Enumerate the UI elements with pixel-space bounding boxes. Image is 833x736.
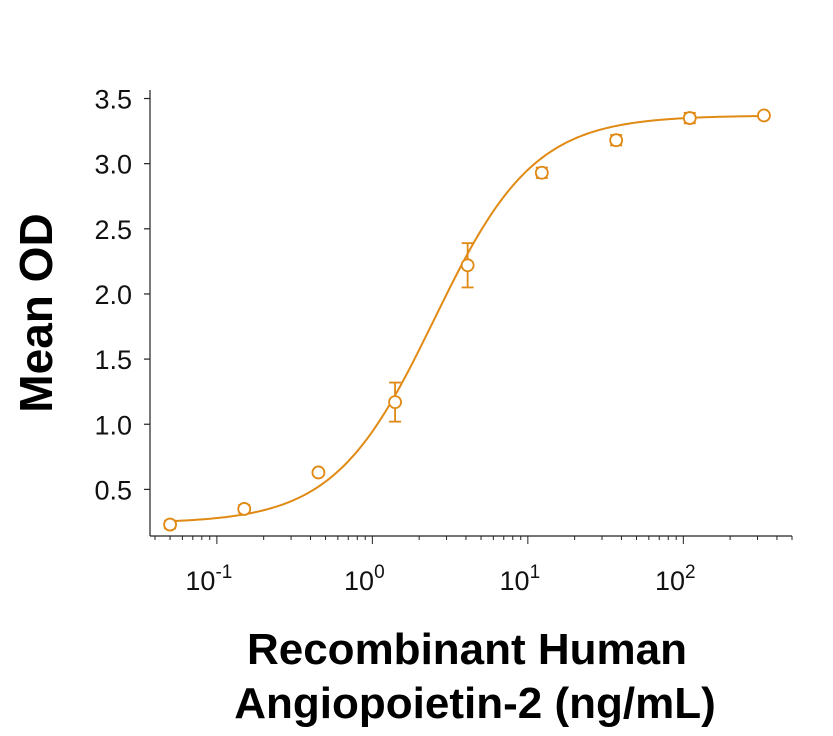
data-marker: [609, 133, 624, 148]
data-marker: [682, 111, 697, 125]
data-point: [682, 111, 697, 125]
data-point: [460, 242, 475, 289]
data-marker: [460, 258, 475, 273]
fit-curve: [170, 115, 764, 523]
fit-curve-group: [170, 115, 764, 523]
data-points: [163, 108, 771, 532]
data-marker: [163, 517, 177, 532]
y-tick-label: 0.5: [94, 475, 132, 505]
y-tick-label: 1.0: [94, 410, 132, 440]
data-marker: [388, 395, 402, 410]
y-tick-label: 3.0: [94, 150, 132, 180]
x-tick-label: 100: [344, 562, 385, 596]
y-tick-label: 1.5: [94, 345, 132, 375]
y-tick-label: 3.5: [94, 85, 132, 115]
axes: [149, 90, 792, 537]
data-point: [237, 502, 252, 516]
y-tick-label: 2.5: [94, 215, 132, 245]
data-marker: [237, 502, 252, 516]
y-ticks: 0.5 1.0 1.5 2.0 2.5 3.0 3.5: [94, 85, 150, 505]
data-point: [388, 381, 402, 423]
data-point: [534, 165, 549, 180]
data-point: [311, 465, 326, 480]
data-marker: [757, 108, 771, 123]
x-tick-label: 102: [655, 562, 696, 596]
data-marker: [534, 165, 549, 180]
data-point: [609, 133, 624, 148]
x-axis-title-line-2: Angiopoietin-2 (ng/mL): [234, 679, 715, 728]
y-axis-title: Mean OD: [10, 213, 62, 412]
x-ticks: 10-1 100 101 102: [154, 536, 793, 596]
data-point: [163, 517, 177, 532]
x-tick-label: 101: [500, 562, 541, 596]
x-axis-title-line-1: Recombinant Human: [247, 625, 687, 674]
x-tick-label: 10-1: [185, 562, 232, 596]
y-tick-label: 2.0: [94, 280, 132, 310]
data-point: [757, 108, 771, 123]
data-marker: [311, 465, 326, 480]
